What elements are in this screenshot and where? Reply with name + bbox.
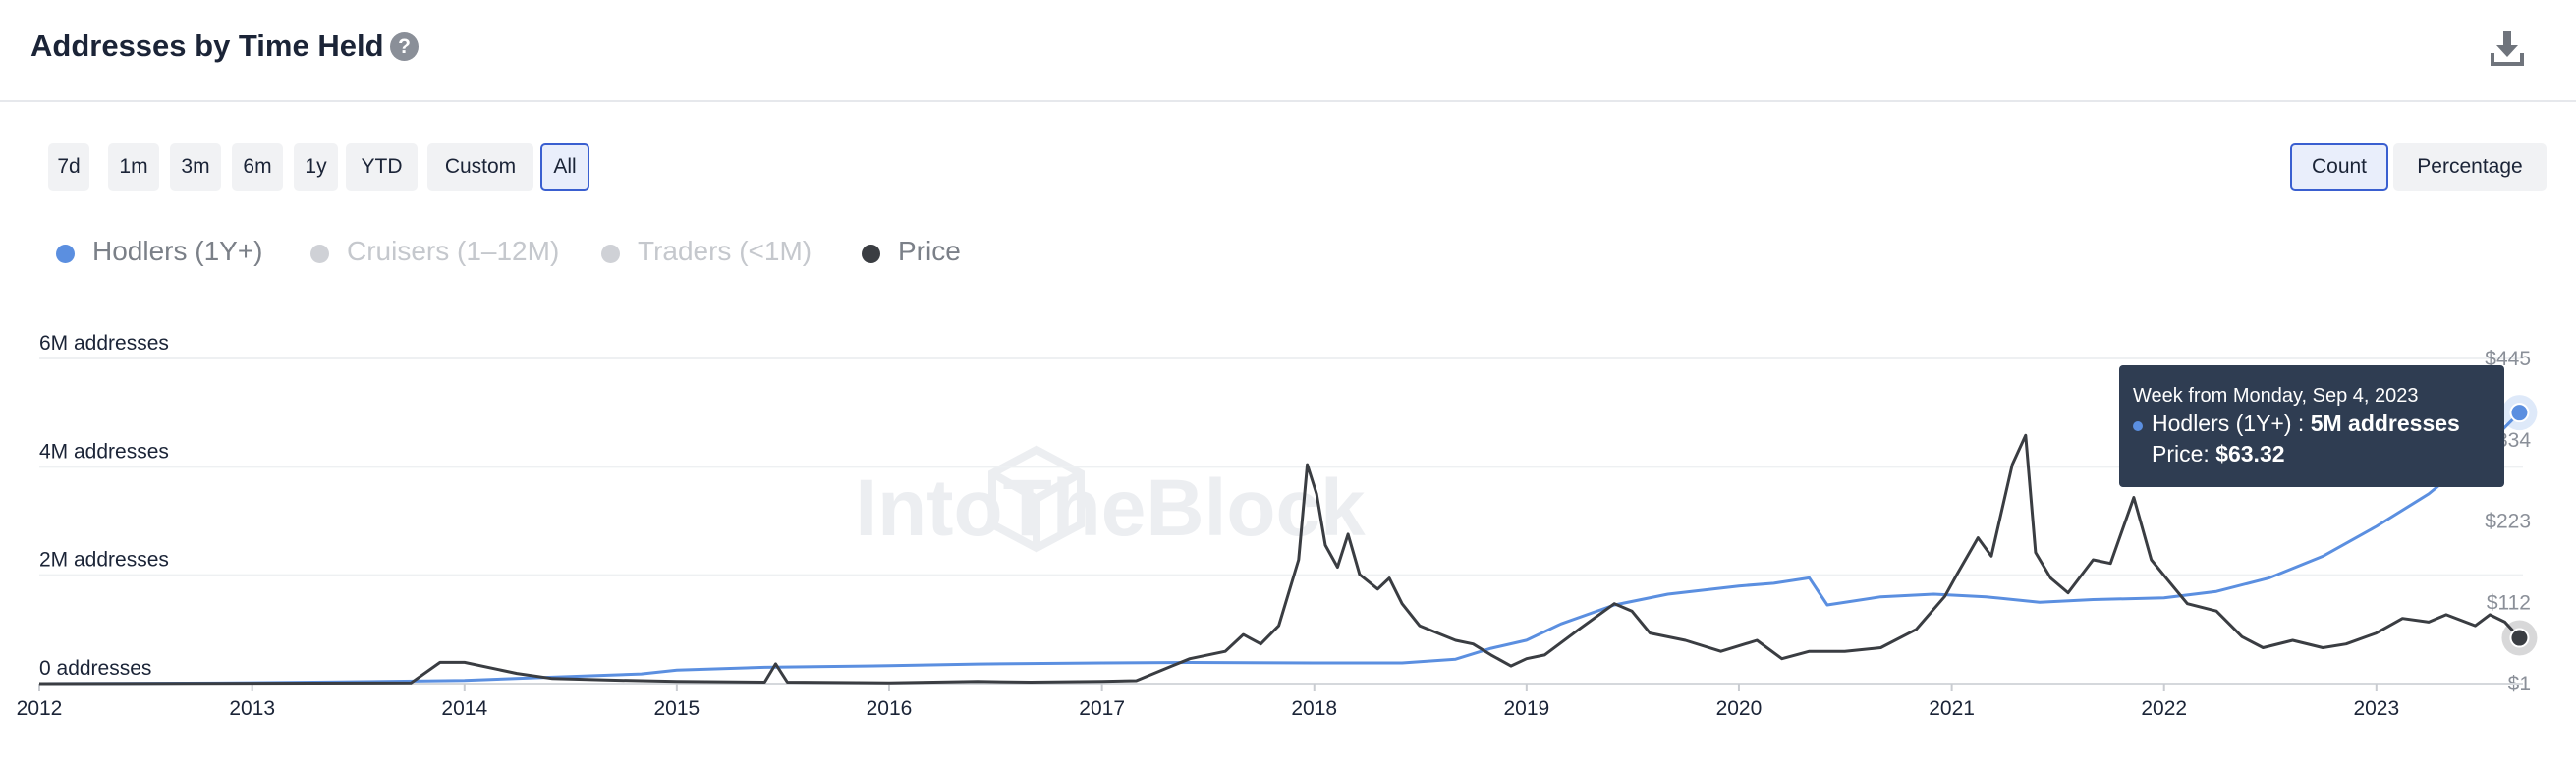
x-tick-label: 2017 [1079, 697, 1125, 720]
mode-button-percentage[interactable]: Percentage [2393, 143, 2547, 191]
download-icon[interactable] [2490, 29, 2525, 67]
range-button-1y[interactable]: 1y [294, 143, 338, 191]
range-button-all[interactable]: All [540, 143, 589, 191]
mode-button-count[interactable]: Count [2290, 143, 2388, 191]
y-left-tick-label: 2M addresses [39, 549, 169, 572]
legend-label: Price [898, 236, 961, 266]
series-line-price [38, 433, 2521, 686]
legend-dot [601, 245, 620, 263]
x-tick-label: 2015 [654, 697, 700, 720]
x-tick-label: 2019 [1503, 697, 1549, 720]
tooltip-series-label: Hodlers (1Y+) : [2152, 411, 2311, 436]
y-left-tick-label: 0 addresses [39, 657, 151, 680]
tooltip-series-row: Hodlers (1Y+) : 5M addresses [2152, 411, 2460, 437]
x-tick-label: 2016 [867, 697, 913, 720]
range-button-3m[interactable]: 3m [170, 143, 221, 191]
y-right-tick-label: $445 [2485, 348, 2531, 370]
help-icon[interactable]: ? [390, 32, 419, 61]
tooltip-price-label: Price: [2152, 441, 2216, 466]
range-button-1m[interactable]: 1m [108, 143, 159, 191]
y-right-tick-label: $112 [2487, 591, 2531, 614]
legend-label: Cruisers (1–12M) [347, 236, 560, 266]
line-chart: IntoTheBlock 0 addresses 2M addresses 4M ad… [17, 332, 2538, 720]
x-tick-label: 2020 [1716, 697, 1763, 720]
legend-label: Hodlers (1Y+) [92, 236, 263, 266]
y-left-tick-label: 6M addresses [39, 332, 169, 355]
chart-tooltip: Week from Monday, Sep 4, 2023 Hodlers (1… [2119, 365, 2504, 487]
watermark-text: IntoTheBlock [855, 464, 1366, 553]
legend-label: Traders (<1M) [638, 236, 812, 266]
chart-header: Addresses by Time Held ? [0, 0, 2576, 102]
x-tick-label: 2018 [1291, 697, 1337, 720]
range-button-custom[interactable]: Custom [427, 143, 533, 191]
x-tick-label: 2022 [2141, 697, 2187, 720]
series-point-marker [2509, 628, 2530, 648]
range-button-7d[interactable]: 7d [48, 143, 89, 191]
page-title: Addresses by Time Held [30, 28, 384, 63]
y-left-tick-label: 4M addresses [39, 440, 169, 463]
legend-dot [310, 245, 329, 263]
x-tick-label: 2012 [17, 697, 63, 720]
tooltip-series-value: 5M addresses [2310, 411, 2460, 436]
range-button-6m[interactable]: 6m [232, 143, 283, 191]
x-tick-label: 2013 [229, 697, 275, 720]
tooltip-price-value: $63.32 [2215, 441, 2285, 466]
tooltip-series-dot [2133, 421, 2143, 431]
legend-dot [862, 245, 880, 263]
y-right-tick-label: $223 [2485, 511, 2531, 533]
x-tick-label: 2021 [1929, 697, 1975, 720]
x-tick-label: 2014 [441, 697, 487, 720]
tooltip-price-row: Price: $63.32 [2152, 441, 2285, 467]
series-point-marker [2509, 403, 2530, 423]
range-button-ytd[interactable]: YTD [346, 143, 418, 191]
x-tick-label: 2023 [2353, 697, 2399, 720]
legend-dot [56, 245, 75, 263]
watermark-logo-icon [988, 445, 1085, 553]
tooltip-title: Week from Monday, Sep 4, 2023 [2133, 385, 2419, 407]
